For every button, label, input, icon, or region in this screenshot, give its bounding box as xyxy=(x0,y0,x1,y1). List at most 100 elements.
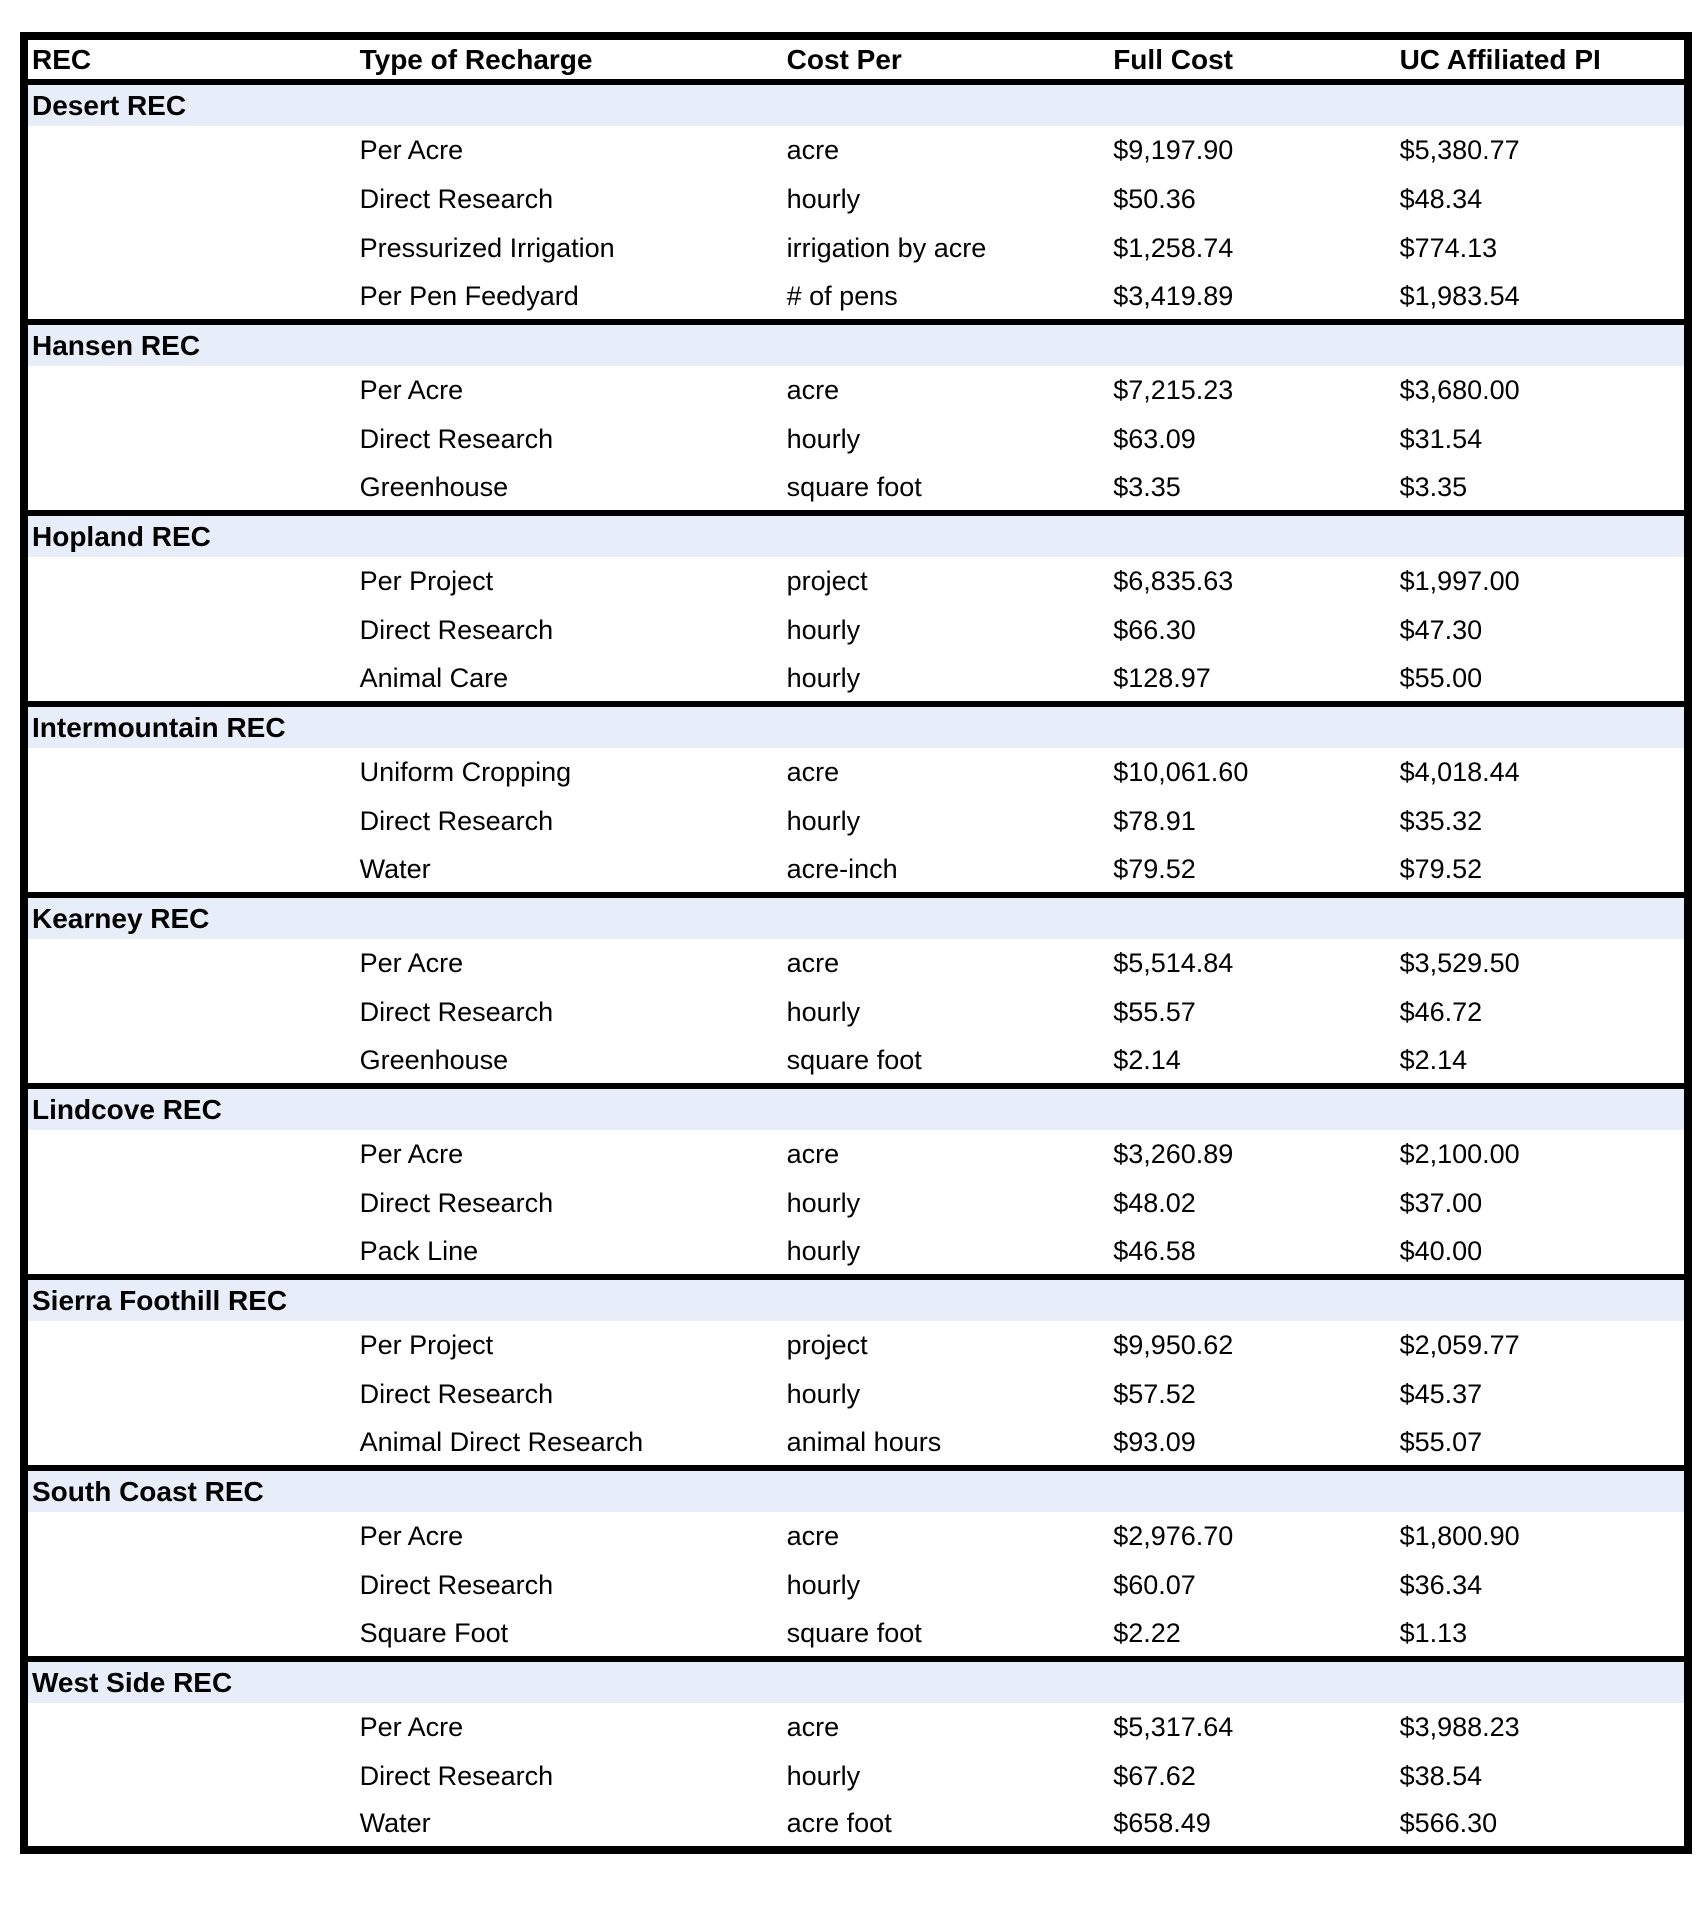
type-of-recharge-cell: Water xyxy=(359,853,431,884)
type-of-recharge-cell: Per Project xyxy=(359,1330,494,1360)
uc-affiliated-pi-cell: $35.32 xyxy=(1399,806,1483,836)
table-row: Direct Research hourly $48.02 $37.00 xyxy=(24,1179,1688,1228)
table-row: Per Pen Feedyard # of pens $3,419.89 $1,983… xyxy=(24,273,1688,322)
cost-per-cell: acre xyxy=(786,948,840,978)
rec-spacer-cell xyxy=(24,1228,356,1277)
type-of-recharge-cell: Direct Research xyxy=(359,997,554,1027)
rec-spacer-cell xyxy=(24,1130,356,1179)
full-cost-cell: $50.36 xyxy=(1113,184,1196,214)
uc-affiliated-pi-cell: $774.13 xyxy=(1399,233,1498,263)
cost-per-cell: hourly xyxy=(786,1235,861,1266)
type-of-recharge-cell: Uniform Cropping xyxy=(359,757,572,787)
cost-per-cell: animal hours xyxy=(786,1426,942,1457)
type-of-recharge-cell: Direct Research xyxy=(359,1188,554,1218)
rec-spacer-cell xyxy=(24,1370,356,1419)
cost-per-cell: acre xyxy=(786,1521,840,1551)
type-of-recharge-cell: Per Acre xyxy=(359,375,464,405)
uc-affiliated-pi-cell: $55.07 xyxy=(1399,1426,1483,1457)
cost-per-cell: acre xyxy=(786,1139,840,1169)
section-row: Desert REC xyxy=(24,79,1688,126)
uc-affiliated-pi-cell: $47.30 xyxy=(1399,615,1483,645)
full-cost-cell: $2.22 xyxy=(1113,1617,1181,1648)
type-of-recharge-cell: Direct Research xyxy=(359,184,554,214)
full-cost-cell: $79.52 xyxy=(1113,853,1196,884)
cost-per-cell: hourly xyxy=(786,662,861,693)
column-header-uc-affiliated-pi: UC Affiliated PI xyxy=(1399,43,1601,75)
cost-per-cell: square foot xyxy=(786,471,922,502)
cost-per-cell: acre xyxy=(786,135,840,165)
full-cost-cell: $3,260.89 xyxy=(1113,1139,1234,1169)
section-row: Sierra Foothill REC xyxy=(24,1274,1688,1321)
full-cost-cell: $10,061.60 xyxy=(1113,757,1249,787)
section-title: Intermountain REC xyxy=(24,701,1688,748)
cost-per-cell: hourly xyxy=(786,184,861,214)
rec-spacer-cell xyxy=(24,939,356,988)
table-row: Greenhouse square foot $2.14 $2.14 xyxy=(24,1037,1688,1086)
full-cost-cell: $2,976.70 xyxy=(1113,1521,1234,1551)
table-row: Per Acre acre $9,197.90 $5,380.77 xyxy=(24,126,1688,175)
table-row: Per Acre acre $3,260.89 $2,100.00 xyxy=(24,1130,1688,1179)
type-of-recharge-cell: Per Acre xyxy=(359,1521,464,1551)
table-row: Direct Research hourly $78.91 $35.32 xyxy=(24,797,1688,846)
table-row: Per Project project $9,950.62 $2,059.77 xyxy=(24,1321,1688,1370)
type-of-recharge-cell: Animal Direct Research xyxy=(359,1426,644,1457)
uc-affiliated-pi-cell: $2.14 xyxy=(1399,1044,1468,1075)
rec-spacer-cell xyxy=(24,224,356,273)
section-title: Desert REC xyxy=(24,79,1688,126)
type-of-recharge-cell: Direct Research xyxy=(359,424,554,454)
full-cost-cell: $7,215.23 xyxy=(1113,375,1234,405)
uc-affiliated-pi-cell: $5,380.77 xyxy=(1399,135,1520,165)
cost-per-cell: hourly xyxy=(786,1761,861,1791)
type-of-recharge-cell: Per Acre xyxy=(359,1139,464,1169)
full-cost-cell: $1,258.74 xyxy=(1113,233,1234,263)
type-of-recharge-cell: Animal Care xyxy=(359,662,509,693)
cost-per-cell: # of pens xyxy=(786,280,898,311)
uc-affiliated-pi-cell: $4,018.44 xyxy=(1399,757,1520,787)
cost-per-cell: square foot xyxy=(786,1617,922,1648)
rec-spacer-cell xyxy=(24,273,356,322)
type-of-recharge-cell: Pack Line xyxy=(359,1235,479,1266)
cost-per-cell: acre foot xyxy=(786,1808,892,1838)
table-row: Pressurized Irrigation irrigation by acre… xyxy=(24,224,1688,273)
table-row: Direct Research hourly $67.62 $38.54 xyxy=(24,1752,1688,1801)
column-header-full-cost: Full Cost xyxy=(1113,43,1233,75)
table-row: Water acre foot $658.49 $566.30 xyxy=(24,1801,1688,1850)
type-of-recharge-cell: Direct Research xyxy=(359,615,554,645)
cost-per-cell: hourly xyxy=(786,424,861,454)
cost-per-cell: acre-inch xyxy=(786,853,898,884)
rec-spacer-cell xyxy=(24,655,356,704)
uc-affiliated-pi-cell: $36.34 xyxy=(1399,1570,1483,1600)
column-header-rec: REC xyxy=(32,43,92,75)
cost-per-cell: hourly xyxy=(786,615,861,645)
rec-spacer-cell xyxy=(24,366,356,415)
rec-spacer-cell xyxy=(24,846,356,895)
full-cost-cell: $3,419.89 xyxy=(1113,280,1234,311)
type-of-recharge-cell: Per Pen Feedyard xyxy=(359,280,579,311)
table-row: Direct Research hourly $55.57 $46.72 xyxy=(24,988,1688,1037)
type-of-recharge-cell: Greenhouse xyxy=(359,1044,509,1075)
section-row: Intermountain REC xyxy=(24,701,1688,748)
rec-spacer-cell xyxy=(24,1321,356,1370)
cost-per-cell: hourly xyxy=(786,997,861,1027)
table-row: Water acre-inch $79.52 $79.52 xyxy=(24,846,1688,895)
uc-affiliated-pi-cell: $3,529.50 xyxy=(1399,948,1520,978)
full-cost-cell: $66.30 xyxy=(1113,615,1196,645)
type-of-recharge-cell: Direct Research xyxy=(359,1570,554,1600)
table-row: Uniform Cropping acre $10,061.60 $4,018.44 xyxy=(24,748,1688,797)
table-row: Per Acre acre $5,317.64 $3,988.23 xyxy=(24,1703,1688,1752)
table-row: Pack Line hourly $46.58 $40.00 xyxy=(24,1228,1688,1277)
section-title: Kearney REC xyxy=(24,892,1688,939)
section-row: Kearney REC xyxy=(24,892,1688,939)
full-cost-cell: $63.09 xyxy=(1113,424,1196,454)
cost-per-cell: irrigation by acre xyxy=(786,233,987,263)
uc-affiliated-pi-cell: $2,059.77 xyxy=(1399,1330,1520,1360)
cost-per-cell: hourly xyxy=(786,1379,861,1409)
table-row: Square Foot square foot $2.22 $1.13 xyxy=(24,1610,1688,1659)
type-of-recharge-cell: Per Acre xyxy=(359,948,464,978)
uc-affiliated-pi-cell: $45.37 xyxy=(1399,1379,1483,1409)
rec-spacer-cell xyxy=(24,1561,356,1610)
full-cost-cell: $9,950.62 xyxy=(1113,1330,1234,1360)
table-row: Direct Research hourly $50.36 $48.34 xyxy=(24,175,1688,224)
rec-spacer-cell xyxy=(24,606,356,655)
